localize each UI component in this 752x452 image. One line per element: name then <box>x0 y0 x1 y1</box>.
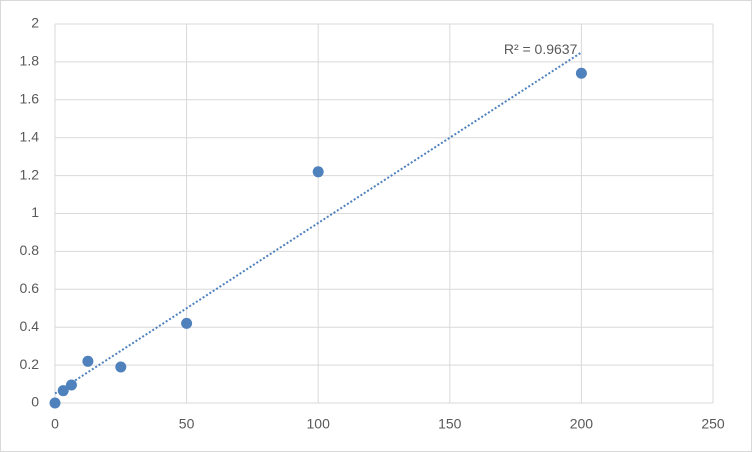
point <box>115 361 127 373</box>
x-tick-label: 0 <box>51 416 59 432</box>
x-tick-label: 150 <box>438 416 462 432</box>
x-tick-label: 200 <box>570 416 594 432</box>
trendline <box>54 51 582 395</box>
y-tick-label: 1.8 <box>20 53 40 69</box>
point <box>312 166 324 178</box>
trendline-label: R² = 0.9637 <box>504 41 578 57</box>
x-tick-label: 250 <box>701 416 725 432</box>
point <box>57 385 69 397</box>
point <box>82 355 94 367</box>
y-tick-label: 0.8 <box>20 242 40 258</box>
y-tick-label: 1 <box>31 204 39 220</box>
y-tick-label: 0.4 <box>20 318 40 334</box>
y-tick-label: 1.4 <box>20 128 40 144</box>
y-tick-label: 0.6 <box>20 280 40 296</box>
point <box>575 67 587 79</box>
point <box>49 397 61 409</box>
y-tick-label: 2 <box>31 15 39 31</box>
y-tick-label: 1.2 <box>20 166 40 182</box>
y-tick-label: 0 <box>31 394 39 410</box>
x-tick-label: 50 <box>179 416 195 432</box>
point <box>181 317 193 329</box>
y-tick-label: 0.2 <box>20 356 40 372</box>
point <box>65 379 77 391</box>
y-tick-label: 1.6 <box>20 91 40 107</box>
x-tick-label: 100 <box>307 416 331 432</box>
